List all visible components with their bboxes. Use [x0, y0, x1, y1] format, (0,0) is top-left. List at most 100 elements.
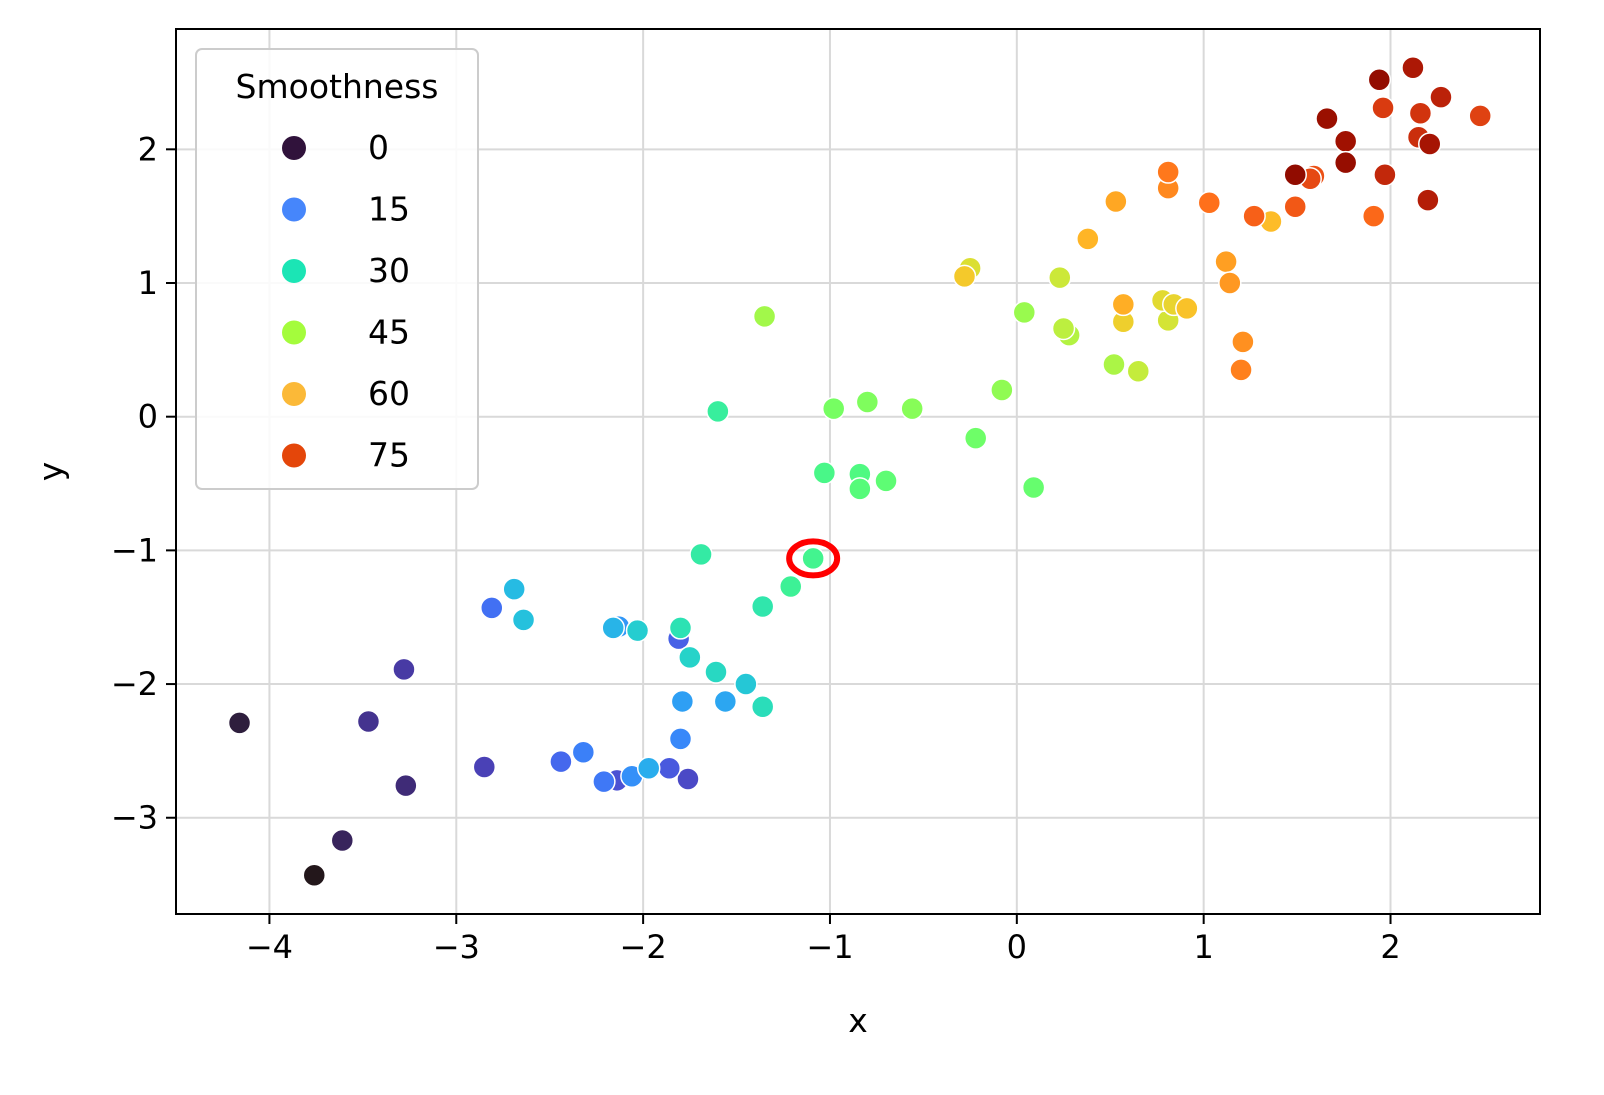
scatter-point	[1048, 265, 1072, 290]
scatter-point	[1218, 271, 1242, 295]
highlight-ring	[786, 538, 841, 579]
scatter-point	[392, 657, 416, 682]
legend-marker	[282, 259, 306, 283]
scatter-point	[750, 594, 775, 619]
scatter-point	[502, 577, 526, 601]
scatter-point	[511, 608, 536, 632]
scatter-point	[302, 863, 327, 887]
legend-label: 45	[368, 313, 410, 352]
highlight-layer	[786, 538, 841, 579]
scatter-point	[1231, 330, 1255, 354]
scatter-point	[657, 756, 682, 781]
scatter-point	[1367, 68, 1392, 92]
x-tick-label: −4	[246, 928, 293, 966]
scatter-point	[668, 616, 693, 640]
legend: Smoothness 0 15 30 45 60 75	[195, 48, 479, 490]
scatter-point	[1197, 191, 1222, 215]
x-tick-label: −1	[806, 928, 853, 966]
scatter-point	[1156, 160, 1180, 184]
scatter-point	[1175, 296, 1199, 321]
scatter-point	[704, 660, 728, 684]
legend-title: Smoothness	[236, 67, 439, 106]
scatter-point	[676, 767, 700, 791]
scatter-point	[1021, 475, 1046, 500]
x-axis-label: x	[848, 1001, 868, 1040]
scatter-point	[1214, 249, 1238, 274]
plot-frame	[175, 28, 1541, 915]
scatter-point	[1283, 162, 1307, 187]
y-tick-label: 2	[138, 130, 158, 168]
scatter-point	[734, 672, 758, 696]
scatter-point	[571, 740, 596, 764]
y-tick-label: −1	[111, 531, 158, 569]
scatter-point	[678, 645, 702, 670]
scatter-point	[394, 773, 418, 798]
scatter-point	[1333, 150, 1358, 175]
x-tick-label: 2	[1380, 928, 1400, 966]
scatter-point	[713, 689, 738, 714]
legend-label: 30	[368, 251, 410, 290]
scatter-point	[1333, 129, 1358, 154]
scatter-point	[750, 695, 775, 719]
y-tick-label: 0	[138, 398, 158, 436]
scatter-point	[1104, 189, 1128, 214]
scatter-point	[1468, 104, 1492, 128]
y-tick-label: 1	[138, 264, 158, 302]
y-tick-label: −2	[111, 665, 158, 703]
scatter-point	[900, 396, 924, 421]
scatter-point	[1315, 106, 1339, 131]
legend-label: 75	[368, 436, 410, 475]
scatter-point	[601, 616, 625, 640]
legend-marker	[282, 136, 306, 160]
legend-label: 0	[368, 128, 389, 167]
scatter-point	[1242, 204, 1266, 228]
scatter-point	[227, 711, 252, 735]
legend-marker	[282, 382, 306, 406]
legend-marker	[282, 443, 306, 468]
x-tick-label: 0	[1007, 928, 1027, 966]
scatter-point	[1371, 96, 1395, 120]
scatter-point	[1076, 227, 1100, 251]
y-axis-label: y	[31, 462, 70, 482]
legend-label: 15	[368, 190, 410, 229]
x-tick-label: −3	[433, 928, 480, 966]
scatter-point	[1373, 162, 1397, 187]
scatter-point	[480, 596, 504, 620]
scatter-point	[952, 264, 977, 289]
scatter-point	[1416, 188, 1440, 212]
scatter-point	[549, 749, 573, 774]
scatter-point	[330, 828, 355, 853]
scatter-point	[1361, 204, 1386, 228]
axis-ticks: −4 −3 −2 −1 0 1 2 −3 −2 −1 0 1 2	[111, 130, 1401, 966]
scatter-point	[1111, 292, 1136, 317]
scatter-point	[625, 618, 650, 643]
legend-marker	[282, 197, 306, 222]
scatter-point	[706, 399, 730, 424]
scatter-point	[1051, 316, 1076, 341]
scatter-point	[1012, 300, 1037, 325]
y-tick-label: −3	[111, 799, 158, 837]
legend-label: 60	[368, 374, 410, 413]
scatter-point	[356, 709, 381, 734]
scatter-point	[963, 426, 988, 450]
scatter-point	[855, 390, 880, 414]
scatter-point	[821, 396, 846, 421]
scatter-point	[689, 542, 713, 567]
scatter-point	[636, 756, 661, 781]
legend-box	[195, 48, 479, 490]
x-tick-label: −2	[620, 928, 667, 966]
scatter-point	[1401, 56, 1425, 80]
scatter-point	[1418, 132, 1442, 156]
scatter-point	[848, 477, 872, 501]
scatter-point	[1429, 85, 1453, 109]
scatter-point	[874, 469, 898, 493]
legend-marker	[282, 320, 306, 345]
scatter-point	[801, 546, 825, 571]
scatter-point	[990, 378, 1014, 402]
scatter-point	[812, 461, 837, 485]
scatter-point	[472, 755, 497, 779]
data-points	[227, 56, 1492, 887]
scatter-point	[1126, 359, 1151, 383]
scatter-point	[668, 727, 693, 751]
